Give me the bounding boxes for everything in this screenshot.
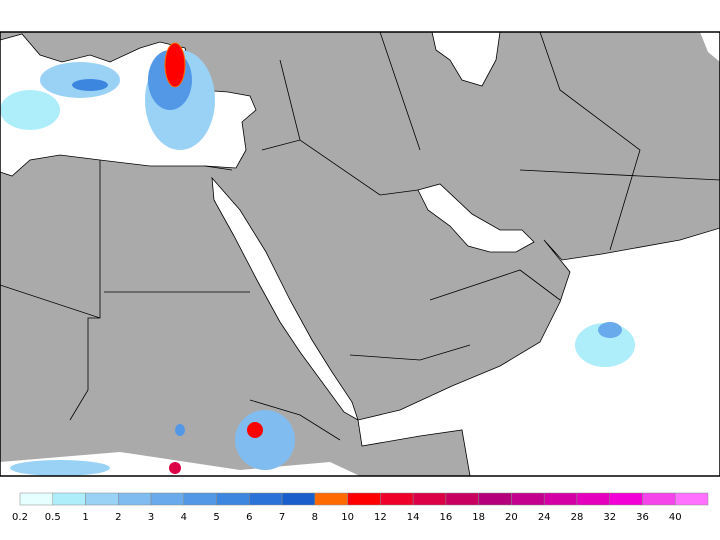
color-box [150,492,185,506]
color-box [609,492,643,506]
color-box [412,492,447,506]
level-label: 16 [440,512,453,523]
color-box [674,492,709,506]
color-box [445,492,479,506]
persian-gulf [417,183,535,253]
level-label: 2 [115,512,121,523]
level-label: 28 [571,512,584,523]
level-label: 36 [636,512,649,523]
rain-area [247,422,263,438]
color-box [511,492,545,506]
level-label: 20 [505,512,518,523]
rain-area [169,462,181,474]
level-label: 6 [246,512,252,523]
color-box [52,492,86,506]
rain-area [10,460,110,476]
rain-area [164,42,186,88]
level-label: 8 [312,512,318,523]
color-box [642,492,676,506]
arabian-sea [357,227,720,477]
level-label: 7 [279,512,285,523]
color-box [314,492,348,506]
level-label: 3 [148,512,154,523]
precipitation [0,42,635,476]
level-label: 12 [374,512,387,523]
color-box [543,492,578,506]
black-sea [700,32,720,62]
level-label: 10 [341,512,354,523]
level-label: 0.2 [12,512,28,523]
color-box [576,492,610,506]
level-label: 14 [407,512,420,523]
color-box [216,492,250,506]
rain-area [235,410,295,470]
level-label: 18 [472,512,485,523]
map-frame [0,31,720,477]
rain-area [175,424,185,436]
level-label: 1 [82,512,88,523]
color-box [281,492,316,506]
border [0,31,720,441]
color-box [478,492,512,506]
red-sea [211,176,359,421]
level-label: 5 [213,512,219,523]
color-box [19,492,54,506]
rain-area [598,322,622,338]
level-label: 4 [181,512,187,523]
colorbar: 0.2 0.5 1 2 3 4 5 6 7 8 10 12 14 16 18 20 24 28 32 36 40 [12,492,709,523]
level-label: 0.5 [45,512,61,523]
color-box [249,492,283,506]
rain-area [0,90,60,130]
color-box [118,492,152,506]
level-label: 24 [538,512,551,523]
color-box [347,492,381,506]
rain-area [72,79,108,91]
level-label: 32 [603,512,616,523]
map [0,31,720,477]
color-box [85,492,119,506]
color-box [183,492,217,506]
caspian-sea [431,31,501,87]
color-box [380,492,414,506]
rain-area [40,62,120,98]
level-label: 40 [669,512,682,523]
